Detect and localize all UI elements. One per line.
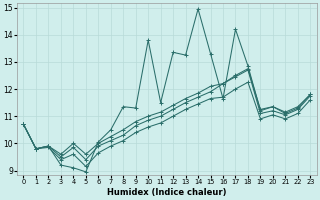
X-axis label: Humidex (Indice chaleur): Humidex (Indice chaleur) [107, 188, 227, 197]
